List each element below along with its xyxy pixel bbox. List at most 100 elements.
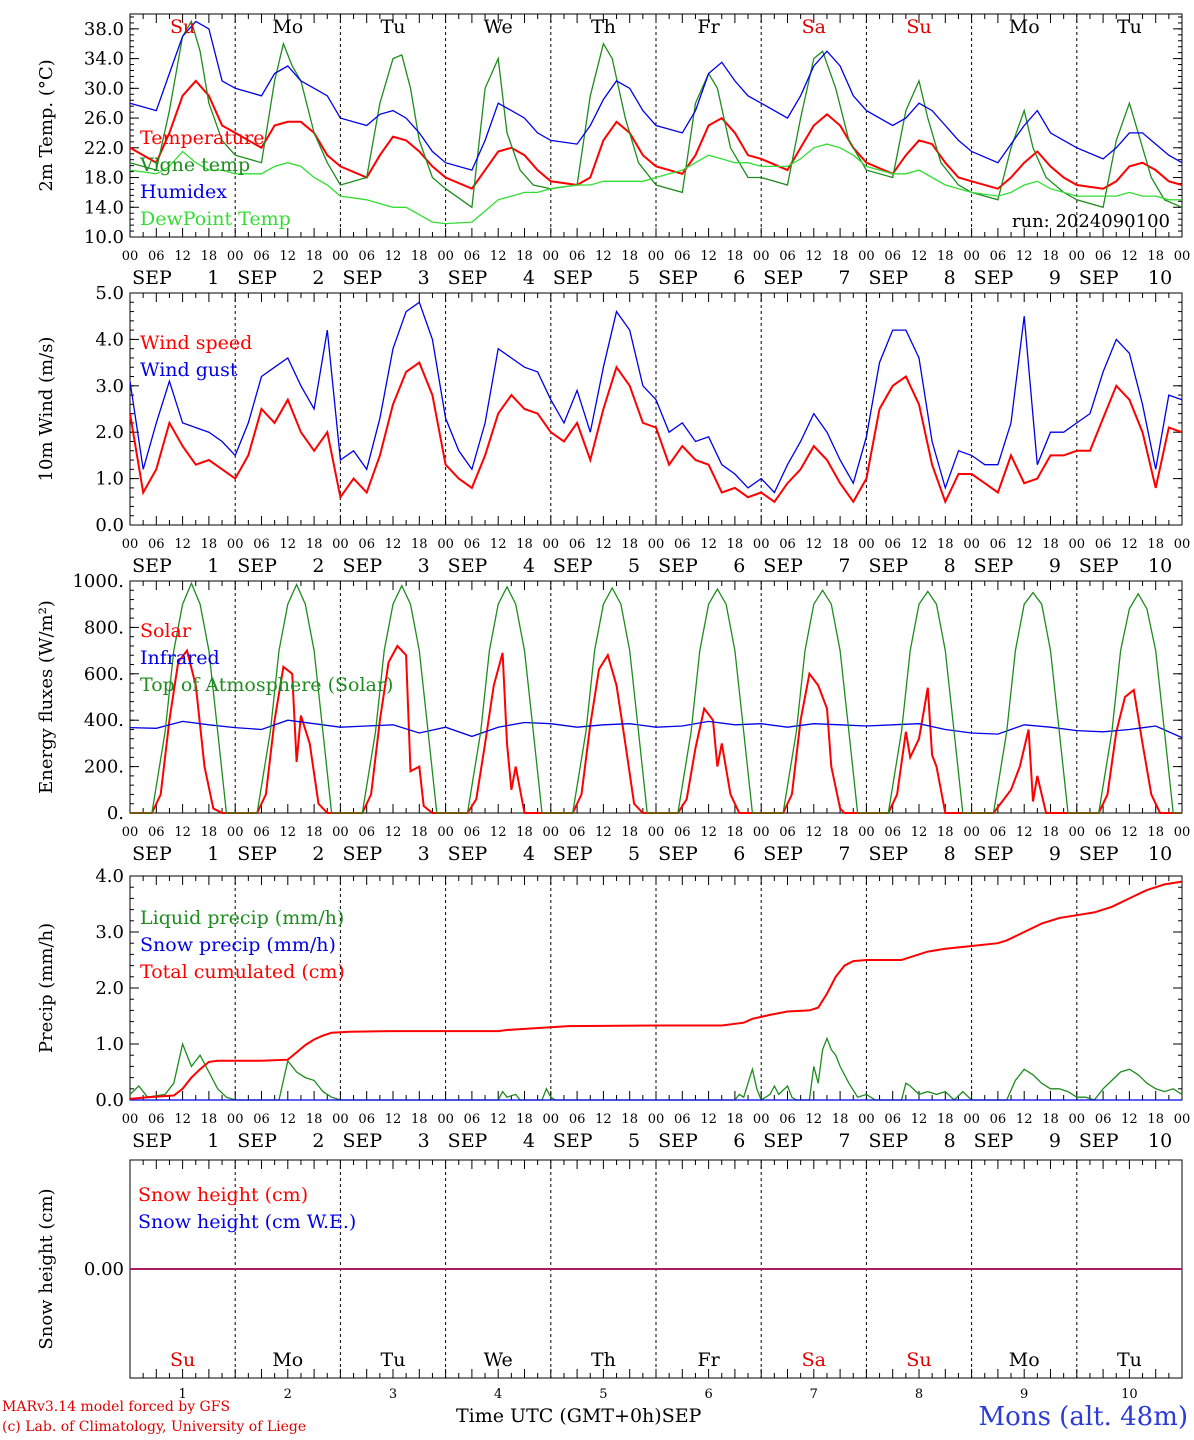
energy-y-tick-label: 600.: [84, 664, 124, 685]
precip-day-number-label: 8: [944, 1130, 956, 1152]
temperature-hour-label: 12: [700, 249, 717, 264]
precip-hour-label: 18: [516, 1112, 533, 1127]
wind-hour-label: 12: [806, 537, 823, 552]
energy-hour-label: 12: [280, 825, 297, 840]
energy-day-number-label: 2: [312, 843, 324, 865]
weekday-footer-label: Fr: [697, 1349, 720, 1371]
time-month-label: SEP: [661, 1405, 702, 1427]
energy-hour-label: 06: [148, 825, 165, 840]
weekday-footer-label: Tu: [381, 1349, 406, 1371]
energy-y-tick-label: 800.: [84, 617, 124, 638]
wind-hour-label: 18: [1042, 537, 1059, 552]
precip-hour-label: 12: [1016, 1112, 1033, 1127]
precip-hour-label: 18: [306, 1112, 323, 1127]
temperature-hour-label: 06: [464, 249, 481, 264]
weekday-footer-label: Tu: [1117, 1349, 1142, 1371]
temperature-series-vigne-temp: [129, 19, 1183, 209]
wind-hour-label: 18: [516, 537, 533, 552]
energy-day-number-label: 7: [838, 843, 850, 865]
energy-hour-label: 12: [700, 825, 717, 840]
energy-hour-label: 06: [569, 825, 586, 840]
precip-hour-label: 00: [1174, 1112, 1191, 1127]
precip-hour-label: 12: [595, 1112, 612, 1127]
energy-hour-label: 00: [1174, 825, 1191, 840]
temperature-hour-label: 12: [280, 249, 297, 264]
precip-hour-label: 00: [332, 1112, 349, 1127]
temperature-hour-label: 18: [201, 249, 218, 264]
wind-hour-label: 18: [1147, 537, 1164, 552]
energy-hour-label: 18: [201, 825, 218, 840]
energy-hour-label: 18: [621, 825, 638, 840]
temperature-hour-label: 06: [358, 249, 375, 264]
wind-hour-label: 00: [543, 537, 560, 552]
precip-hour-label: 12: [280, 1112, 297, 1127]
temperature-hour-label: 06: [779, 249, 796, 264]
snow-legend-item: Snow height (cm W.E.): [138, 1211, 356, 1233]
temperature-hour-label: 18: [937, 249, 954, 264]
temperature-hour-label: 06: [884, 249, 901, 264]
temperature-month-label: SEP: [658, 267, 698, 289]
wind-hour-label: 12: [911, 537, 928, 552]
temperature-month-label: SEP: [237, 267, 277, 289]
temperature-legend-item: Vigne temp: [139, 154, 250, 176]
wind-day-number-label: 7: [838, 555, 850, 577]
wind-day-number-label: 6: [733, 555, 745, 577]
wind-hour-label: 12: [700, 537, 717, 552]
wind-month-label: SEP: [237, 555, 277, 577]
temperature-series-humidex: [129, 20, 1183, 171]
time-axis-label: Time UTC (GMT+0h)SEP: [456, 1405, 701, 1427]
temperature-y-axis-label: 2m Temp. (°C): [36, 59, 57, 191]
precip-hour-label: 18: [1042, 1112, 1059, 1127]
wind-hour-label: 06: [253, 537, 270, 552]
precip-month-label: SEP: [448, 1130, 488, 1152]
energy-hour-label: 06: [464, 825, 481, 840]
energy-day-number-label: 10: [1148, 843, 1172, 865]
energy-legend-item: Solar: [140, 620, 192, 642]
wind-month-label: SEP: [658, 555, 698, 577]
weekday-header-label: Fr: [697, 16, 720, 38]
energy-y-tick-label: 400.: [84, 710, 124, 731]
precip-hour-label: 18: [621, 1112, 638, 1127]
energy-month-label: SEP: [974, 843, 1014, 865]
wind-hour-label: 06: [884, 537, 901, 552]
temperature-legend-item: DewPoint Temp: [140, 208, 291, 230]
snow-y-axis-label: Snow height (cm): [36, 1188, 57, 1349]
precip-hour-label: 06: [674, 1112, 691, 1127]
temperature-hour-label: 18: [621, 249, 638, 264]
precip-hour-label: 06: [569, 1112, 586, 1127]
wind-y-tick-label: 3.0: [95, 376, 124, 397]
weekday-header-label: Mo: [272, 16, 303, 38]
energy-legend-item: Infrared: [140, 647, 220, 669]
temperature-legend-item: Temperature: [140, 127, 264, 149]
energy-month-label: SEP: [132, 843, 172, 865]
day-number-footer-label: 1: [178, 1387, 186, 1402]
energy-hour-label: 00: [227, 825, 244, 840]
temperature-y-tick-label: 14.0: [84, 197, 124, 218]
weekday-footer-label: Su: [906, 1349, 931, 1371]
precip-day-number-label: 9: [1049, 1130, 1061, 1152]
precip-hour-label: 06: [1095, 1112, 1112, 1127]
wind-hour-label: 06: [1095, 537, 1112, 552]
precip-hour-label: 18: [727, 1112, 744, 1127]
snow-y-tick-label: 0.00: [84, 1259, 124, 1280]
wind-day-number-label: 8: [944, 555, 956, 577]
precip-hour-label: 18: [937, 1112, 954, 1127]
precip-month-label: SEP: [868, 1130, 908, 1152]
temperature-hour-label: 00: [227, 249, 244, 264]
wind-hour-label: 12: [280, 537, 297, 552]
wind-hour-label: 06: [464, 537, 481, 552]
energy-hour-label: 12: [385, 825, 402, 840]
precip-month-label: SEP: [763, 1130, 803, 1152]
energy-hour-label: 06: [1095, 825, 1112, 840]
weekday-header-label: Th: [591, 16, 616, 38]
weekday-footer-label: Mo: [1009, 1349, 1040, 1371]
wind-hour-label: 12: [174, 537, 191, 552]
energy-hour-label: 00: [963, 825, 980, 840]
day-number-footer-label: 7: [810, 1387, 818, 1402]
wind-hour-label: 00: [122, 537, 139, 552]
wind-series-wind-speed: [129, 361, 1183, 505]
precip-legend-item: Liquid precip (mm/h): [140, 907, 344, 929]
weekday-footer-label: We: [484, 1349, 513, 1371]
energy-hour-label: 18: [306, 825, 323, 840]
energy-hour-label: 00: [543, 825, 560, 840]
